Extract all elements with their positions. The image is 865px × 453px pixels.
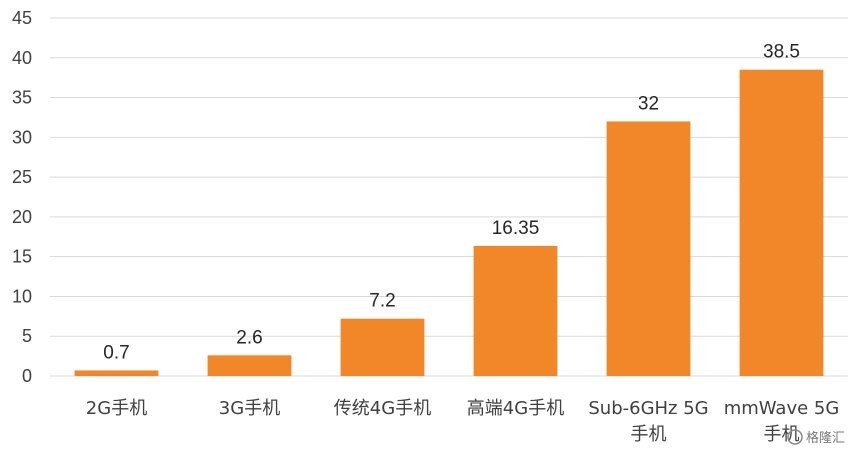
bars (74, 69, 824, 376)
category-label: mmWave 5G (724, 398, 840, 419)
y-tick-label: 30 (12, 127, 32, 147)
y-tick-label: 35 (12, 88, 32, 108)
y-tick-label: 10 (12, 286, 32, 306)
category-label: 手机 (631, 424, 667, 445)
data-labels: 0.7 2.6 7.2 16.35 32 38.5 (103, 42, 800, 364)
gridlines (50, 17, 848, 377)
y-tick-label: 5 (22, 326, 32, 346)
bar (207, 355, 292, 376)
bar (606, 121, 691, 376)
data-label: 32 (638, 93, 659, 114)
y-tick-label: 0 (22, 366, 32, 386)
category-label: Sub-6GHz 5G (588, 398, 708, 419)
data-label: 0.7 (103, 342, 129, 363)
category-labels: 2G手机 3G手机 传统4G手机 高端4G手机 Sub-6GHz 5G 手机 mmWave … (86, 398, 840, 445)
watermark-logo-icon (787, 429, 803, 445)
y-axis-tick-labels: 0 5 10 15 20 25 30 35 40 45 (12, 8, 32, 386)
data-label: 38.5 (763, 42, 800, 63)
y-tick-label: 25 (12, 167, 32, 187)
category-label: 高端4G手机 (467, 398, 564, 419)
bar (739, 69, 824, 376)
y-tick-label: 40 (12, 48, 32, 68)
bar (473, 245, 558, 376)
data-label: 7.2 (369, 291, 395, 312)
y-tick-label: 15 (12, 247, 32, 267)
bar (74, 370, 159, 376)
bar (340, 318, 425, 376)
y-tick-label: 45 (12, 8, 32, 28)
y-tick-label: 20 (12, 207, 32, 227)
category-label: 2G手机 (86, 398, 147, 419)
data-label: 16.35 (492, 218, 540, 239)
category-label: 手机 (764, 424, 800, 445)
category-label: 3G手机 (219, 398, 280, 419)
watermark: 格隆汇 (787, 429, 845, 446)
watermark-text: 格隆汇 (806, 430, 845, 446)
category-label: 传统4G手机 (334, 398, 431, 419)
data-label: 2.6 (236, 327, 262, 348)
